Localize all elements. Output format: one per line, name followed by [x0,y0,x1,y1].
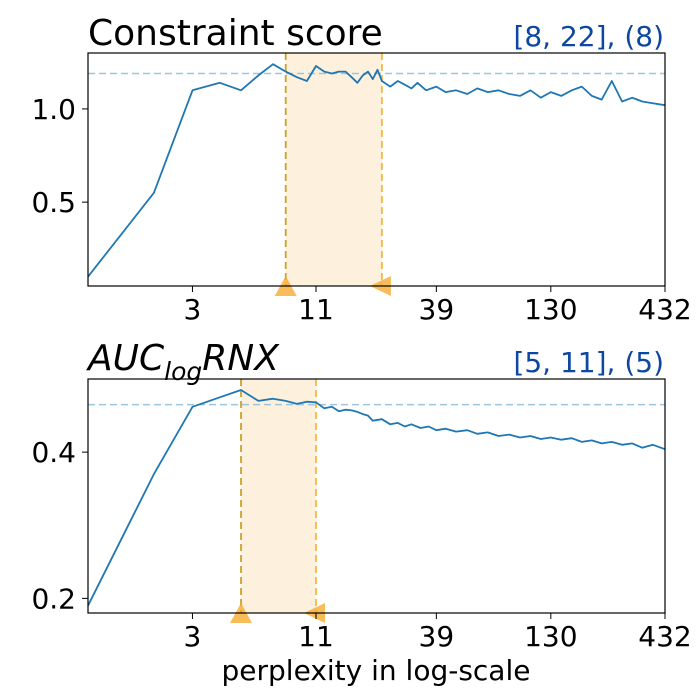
x-tick-label: 432 [638,620,691,653]
chart-panel-constraint-score: Constraint score [8, 22], (8) 3 11 39 130 43… [31,13,691,326]
x-tick-label: 3 [184,620,202,653]
x-tick-label: 130 [524,620,577,653]
x-tick-label: 130 [524,293,577,326]
x-tick-label: 432 [638,293,691,326]
x-tick-label: 3 [184,293,202,326]
chart-panel-auc-log-rnx: AUClogRNX [5, 11], (5) 3 11 39 130 432 0.2 0.4… [31,338,691,687]
x-tick-label: 39 [419,620,455,653]
plot-frame [87,52,666,287]
chart-title: AUClogRNX [86,338,280,386]
x-tick-label: 39 [419,293,455,326]
title-suffix: RNX [202,338,280,379]
selected-range-band [241,379,316,613]
x-tick-label: 11 [298,293,334,326]
series-line [87,389,666,607]
x-axis-label: perplexity in log-scale [222,654,531,687]
series-line [87,63,666,278]
plot-frame [87,378,666,614]
y-tick-label: 0.4 [31,436,76,469]
x-tick-label: 11 [298,620,334,653]
y-tick-label: 1.0 [31,93,76,126]
selected-range-band [285,53,382,286]
y-tick-label: 0.5 [31,186,76,219]
title-main: AUC [86,338,165,379]
selected-range-label: [5, 11], (5) [513,346,664,379]
plot-area: 3 11 39 130 432 0.5 1.0 [31,53,692,326]
chart-title: Constraint score [88,13,383,54]
y-tick-label: 0.2 [31,582,76,615]
plot-area: 3 11 39 130 432 0.2 0.4 [31,379,692,653]
title-subscript: log [164,357,202,386]
selected-range-label: [8, 22], (8) [513,20,664,53]
